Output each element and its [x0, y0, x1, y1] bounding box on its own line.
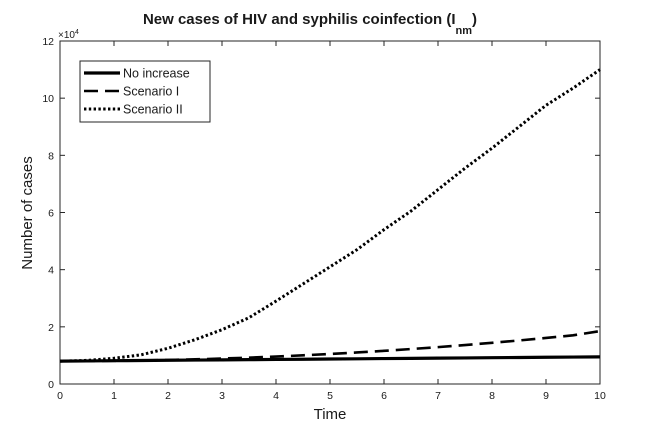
chart-title: New cases of HIV and syphilis coinfectio…	[143, 11, 477, 37]
x-axis: 0 1 2 3 4 5 6 7 8 9 10	[57, 41, 606, 402]
x-tick-label: 7	[435, 390, 441, 402]
y-multiplier: ×104	[58, 29, 79, 41]
legend-label-no-increase: No increase	[123, 67, 190, 81]
y-tick-label: 0	[48, 379, 54, 391]
y-axis: 0 2 4 6 8 10 12	[42, 36, 600, 391]
series-layer	[59, 68, 601, 363]
x-tick-label: 1	[111, 390, 117, 402]
y-tick-label: 2	[48, 322, 54, 334]
legend-label-scenario-ii: Scenario II	[123, 103, 183, 117]
y-tick-label: 8	[48, 150, 54, 162]
legend: No increase Scenario I Scenario II	[79, 60, 211, 123]
x-tick-label: 6	[381, 390, 387, 402]
chart-title-close: )	[472, 11, 477, 28]
x-tick-label: 10	[594, 390, 606, 402]
y-tick-label: 10	[42, 93, 54, 105]
series-line-scenario-ii	[59, 68, 601, 363]
x-tick-label: 2	[165, 390, 171, 402]
series-line-no-increase	[59, 355, 601, 363]
y-multiplier-base: ×10	[58, 30, 75, 41]
x-tick-label: 0	[57, 390, 63, 402]
chart-title-main: New cases of HIV and syphilis coinfectio…	[143, 11, 456, 28]
x-tick-label: 9	[543, 390, 549, 402]
legend-label-scenario-i: Scenario I	[123, 85, 179, 99]
x-tick-label: 4	[273, 390, 279, 402]
legend-box	[79, 60, 211, 123]
x-axis-label: Time	[314, 406, 347, 423]
y-tick-label: 12	[42, 36, 54, 48]
chart-title-subscript: nm	[456, 25, 473, 37]
x-tick-label: 8	[489, 390, 495, 402]
x-tick-label: 5	[327, 390, 333, 402]
y-tick-label: 4	[48, 265, 54, 277]
y-multiplier-exponent: 4	[75, 29, 79, 36]
x-tick-label: 3	[219, 390, 225, 402]
y-tick-label: 6	[48, 208, 54, 220]
series-line-scenario-i	[59, 329, 601, 363]
y-axis-label: Number of cases	[19, 156, 36, 269]
